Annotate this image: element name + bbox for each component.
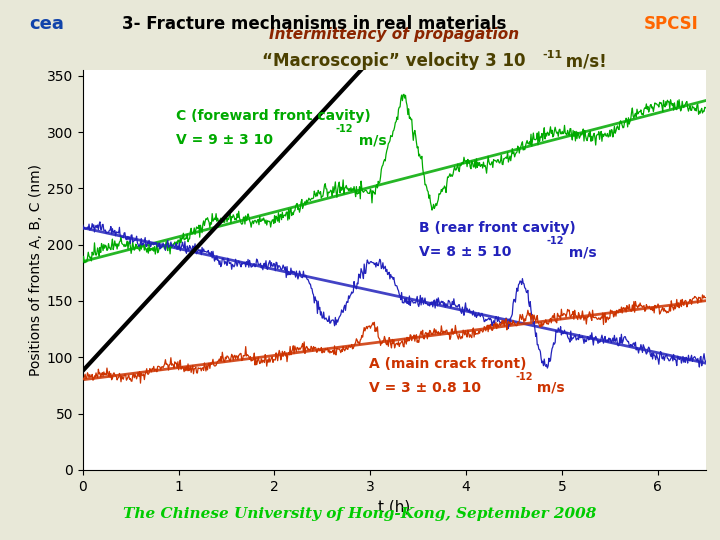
Text: C (foreward front cavity): C (foreward front cavity) bbox=[176, 109, 371, 123]
Text: V= 8 ± 5 10: V= 8 ± 5 10 bbox=[419, 245, 511, 259]
Text: m/s: m/s bbox=[533, 381, 565, 395]
Text: m/s!: m/s! bbox=[560, 52, 607, 70]
Text: Intermittency of propagation: Intermittency of propagation bbox=[269, 27, 519, 42]
X-axis label: t (h): t (h) bbox=[378, 499, 410, 514]
Text: 3- Fracture mechanisms in real materials: 3- Fracture mechanisms in real materials bbox=[122, 15, 507, 33]
Text: m/s: m/s bbox=[564, 245, 596, 259]
Text: A (main crack front): A (main crack front) bbox=[369, 357, 527, 371]
Text: -12: -12 bbox=[546, 236, 564, 246]
Text: V = 3 ± 0.8 10: V = 3 ± 0.8 10 bbox=[369, 381, 481, 395]
Text: -12: -12 bbox=[335, 124, 353, 134]
Text: SPCSI: SPCSI bbox=[644, 15, 698, 33]
Text: V = 9 ± 3 10: V = 9 ± 3 10 bbox=[176, 133, 273, 147]
Text: B (rear front cavity): B (rear front cavity) bbox=[419, 221, 576, 235]
Text: -11: -11 bbox=[542, 50, 562, 60]
Text: m/s: m/s bbox=[354, 133, 387, 147]
Text: “Macroscopic” velocity 3 10: “Macroscopic” velocity 3 10 bbox=[263, 52, 526, 70]
Text: cea: cea bbox=[29, 15, 63, 33]
Y-axis label: Positions of fronts A, B, C (nm): Positions of fronts A, B, C (nm) bbox=[29, 164, 42, 376]
Text: -12: -12 bbox=[516, 372, 533, 382]
Text: The Chinese University of Hong-Kong, September 2008: The Chinese University of Hong-Kong, Sep… bbox=[123, 507, 597, 521]
